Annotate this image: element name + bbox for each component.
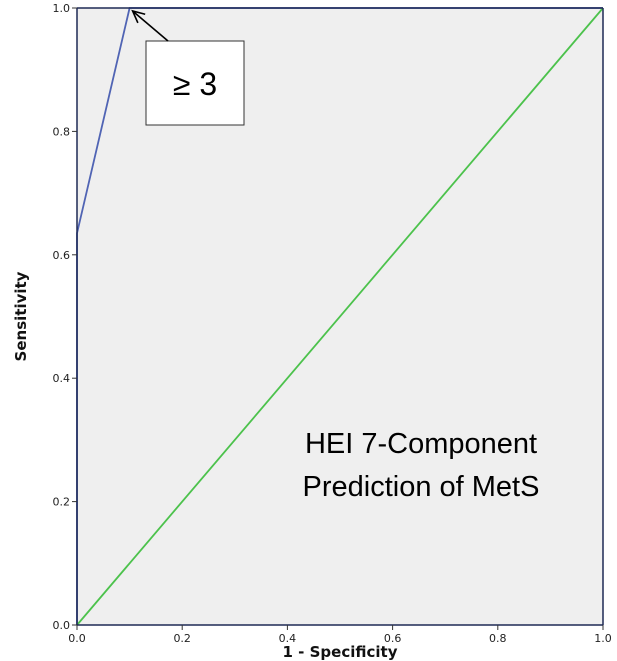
x-tick-label: 0.4: [279, 632, 297, 645]
annotations: ≥ 3 HEI 7-Component Prediction of MetS: [131, 9, 540, 503]
threshold-callout-box: [145, 40, 245, 126]
y-tick-label: 1.0: [53, 2, 71, 15]
x-tick-label: 0.0: [68, 632, 86, 645]
reference-diagonal-line: [76, 7, 604, 626]
x-axis-label: 1 - Specificity: [283, 643, 398, 661]
y-tick-label: 0.0: [53, 619, 71, 632]
y-axis-label: Sensitivity: [12, 271, 30, 361]
callout-arrow-head: [131, 9, 146, 24]
plot-title-line: HEI 7-Component: [305, 428, 537, 460]
threshold-label: ≥ 3: [173, 66, 217, 102]
y-tick-label: 0.2: [53, 496, 71, 509]
callout-arrow-line: [132, 10, 169, 42]
plot-title-line: Prediction of MetS: [303, 471, 540, 503]
x-tick-label: 0.6: [384, 632, 402, 645]
y-tick-label: 0.8: [53, 125, 71, 138]
y-tick-label: 0.6: [53, 249, 71, 262]
y-tick-label: 0.4: [53, 372, 71, 385]
x-tick-label: 0.2: [173, 632, 191, 645]
axis-ticks: 0.0 0.2 0.4 0.6 0.8 1.0 0.0 0.2 0.4 0.6 0.8 1.0: [53, 2, 612, 645]
x-tick-label: 0.8: [489, 632, 507, 645]
axis-frame: [76, 7, 604, 626]
x-tick-label: 1.0: [594, 632, 612, 645]
